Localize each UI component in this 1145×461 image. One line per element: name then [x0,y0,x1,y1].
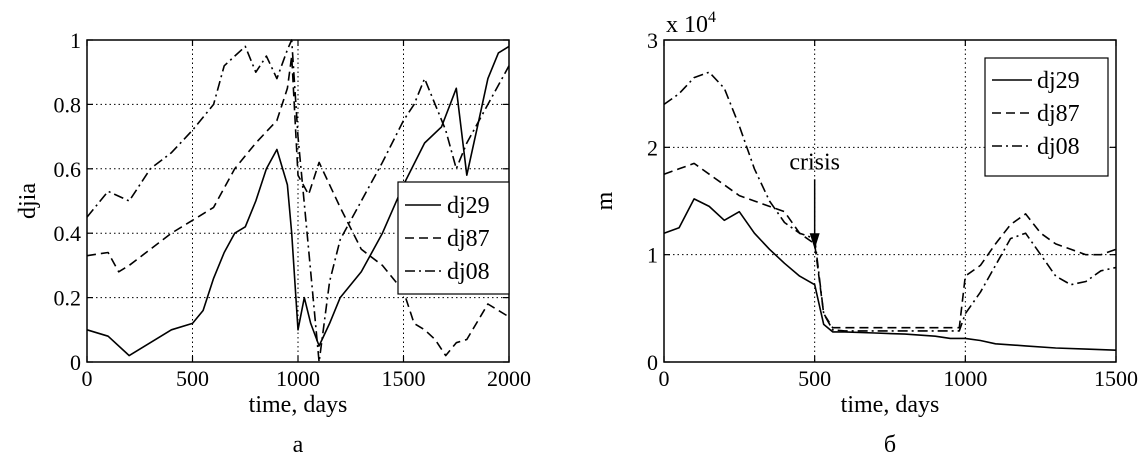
y-tick-label: 0.2 [54,286,82,311]
annotation-arrow-head [809,233,820,250]
x-tick-label: 1500 [1094,366,1138,391]
y-tick-label: 0.4 [54,221,82,246]
x-tick-label: 2000 [487,366,531,391]
crisis-annotation: crisis [789,149,840,250]
grid-lines-b [664,40,1116,362]
legend-label-dj29: dj29 [447,193,490,219]
multiplier-exponent: 4 [708,9,716,26]
axis-multiplier-label: x 104 [666,9,716,38]
y-tick-label: 0 [647,350,658,375]
x-axis-label-a: time, days [249,392,348,418]
series-group-b [663,71,1117,351]
panel-caption-a: а [293,432,304,458]
legend-box [397,181,510,295]
y-tick-label: 0.8 [54,92,82,117]
plot-frame-b [663,39,1117,363]
legend-label-dj87: dj87 [1037,101,1080,127]
y-tick-label: 1 [70,28,81,53]
legend-label-dj08: dj08 [447,259,490,285]
series-group-a [86,39,510,363]
x-axis-label-b: time, days [841,392,940,418]
chart-panel-a: 0 500 1000 1500 2000 0 0.2 0.4 0.6 0.8 1 time, day… [15,28,531,458]
series-line-dj87 [86,55,510,357]
y-axis-label-a: djia [15,183,41,219]
series-line-dj87 [663,162,1117,329]
legend-b: dj29 dj87 dj08 [984,57,1109,177]
x-tick-label: 0 [82,366,93,391]
series-line-dj29 [663,198,1117,351]
legend-label-dj87: dj87 [447,226,490,252]
y-tick-label: 1 [647,243,658,268]
chart-panel-b: 0 500 1000 1500 0 1 2 3 time, days m x 104 cris… [592,9,1138,458]
series-line-dj08 [663,71,1117,332]
series-line-dj08 [86,39,510,363]
multiplier-base: x 10 [666,12,708,38]
legend-label-dj29: dj29 [1037,68,1080,94]
y-tick-label: 0 [70,350,81,375]
x-tick-label: 1500 [382,366,426,391]
series-line-dj29 [86,45,510,357]
legend-a: dj29 dj87 dj08 [397,181,510,295]
panel-caption-b: б [884,432,896,458]
legend-label-dj08: dj08 [1037,134,1080,160]
x-tick-label: 500 [176,366,209,391]
x-tick-label: 1000 [276,366,320,391]
annotation-text: crisis [789,149,840,175]
y-tick-label: 2 [647,135,658,160]
x-tick-label: 500 [798,366,831,391]
x-tick-label: 0 [659,366,670,391]
ticks-b: 0 500 1000 1500 0 1 2 3 [647,28,1138,391]
legend-box [984,57,1109,177]
y-tick-label: 3 [647,28,658,53]
x-tick-label: 1000 [943,366,987,391]
ticks-a: 0 500 1000 1500 2000 0 0.2 0.4 0.6 0.8 1 [54,28,532,391]
y-tick-label: 0.6 [54,157,82,182]
y-axis-label-b: m [592,191,618,210]
